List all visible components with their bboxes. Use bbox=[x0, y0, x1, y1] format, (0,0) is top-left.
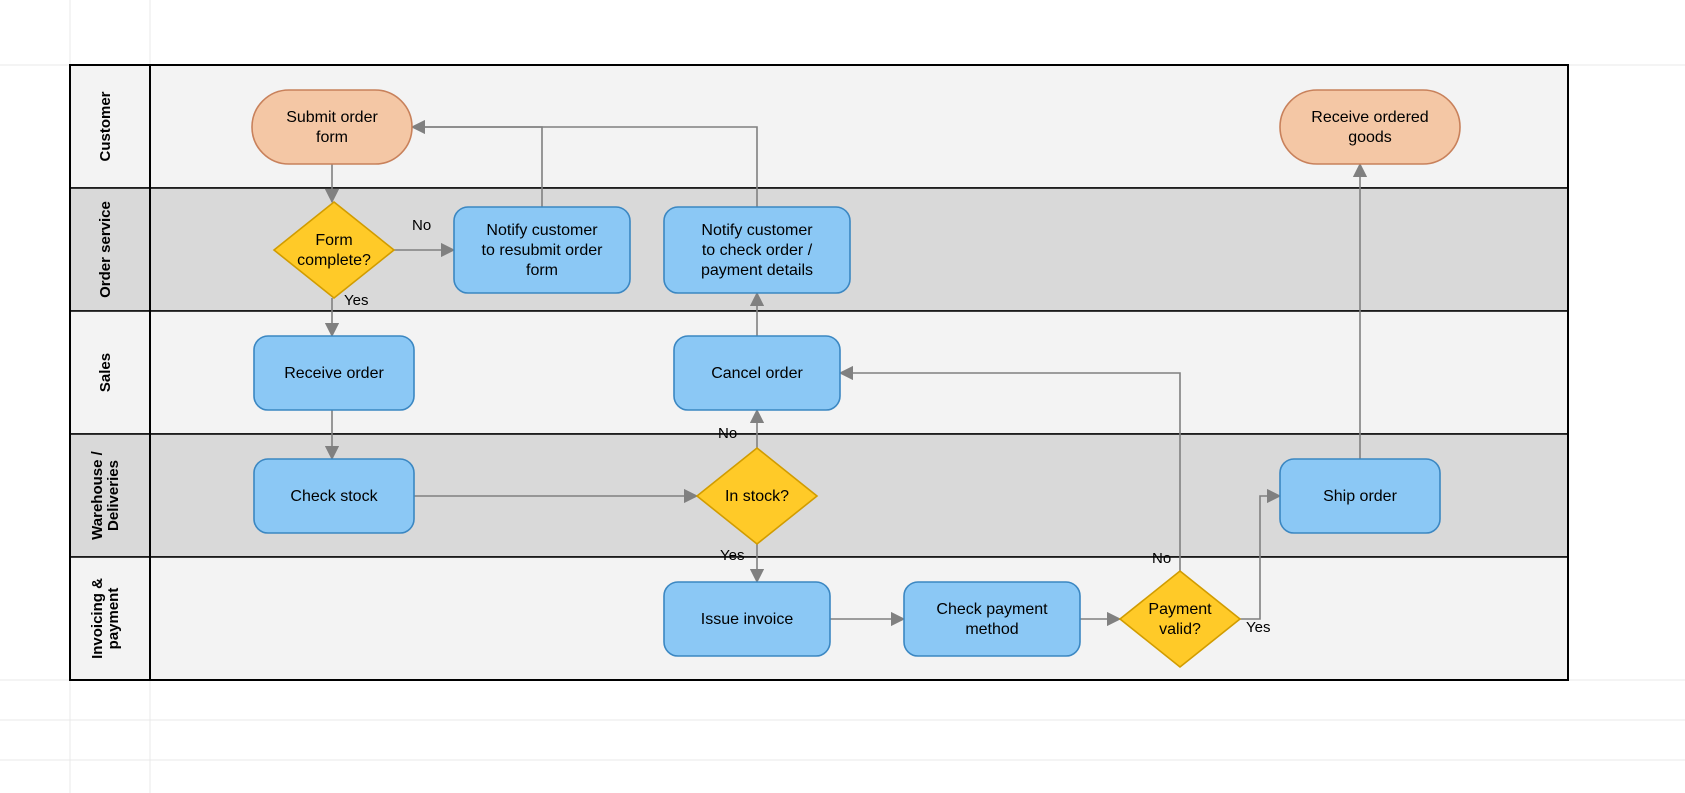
lane-label-customer: Customer bbox=[97, 91, 114, 161]
node-label-cancel_order: Cancel order bbox=[711, 365, 803, 382]
node-label-notify_check: Notify customerto check order /payment d… bbox=[701, 222, 813, 279]
edge-label-form_complete-notify_resubmit: No bbox=[412, 217, 431, 234]
node-check_payment bbox=[904, 582, 1080, 656]
lane-label-sales: Sales bbox=[97, 353, 114, 392]
edge-label-payment_valid-cancel_order: No bbox=[1152, 550, 1171, 567]
node-label-in_stock: In stock? bbox=[725, 488, 789, 505]
node-label-ship_order: Ship order bbox=[1323, 488, 1397, 505]
node-submit bbox=[252, 90, 412, 164]
lane-label-orderserv: Order service bbox=[97, 201, 114, 298]
node-receive_goods bbox=[1280, 90, 1460, 164]
edge-label-in_stock-issue_invoice: Yes bbox=[720, 547, 744, 564]
node-label-check_stock: Check stock bbox=[290, 488, 378, 505]
node-label-issue_invoice: Issue invoice bbox=[701, 611, 794, 628]
node-label-receive_order: Receive order bbox=[284, 365, 384, 382]
lane-label-warehouse: Warehouse /Deliveries bbox=[89, 450, 122, 539]
swimlane-diagram: Customer Order service Sales Warehouse /Del… bbox=[0, 0, 1685, 793]
edge-label-in_stock-cancel_order: No bbox=[718, 425, 737, 442]
lane-label-invoicing: Invoicing &payment bbox=[89, 578, 122, 659]
edge-label-form_complete-receive_order: Yes bbox=[344, 292, 368, 309]
edge-label-payment_valid-ship_order: Yes bbox=[1246, 619, 1270, 636]
